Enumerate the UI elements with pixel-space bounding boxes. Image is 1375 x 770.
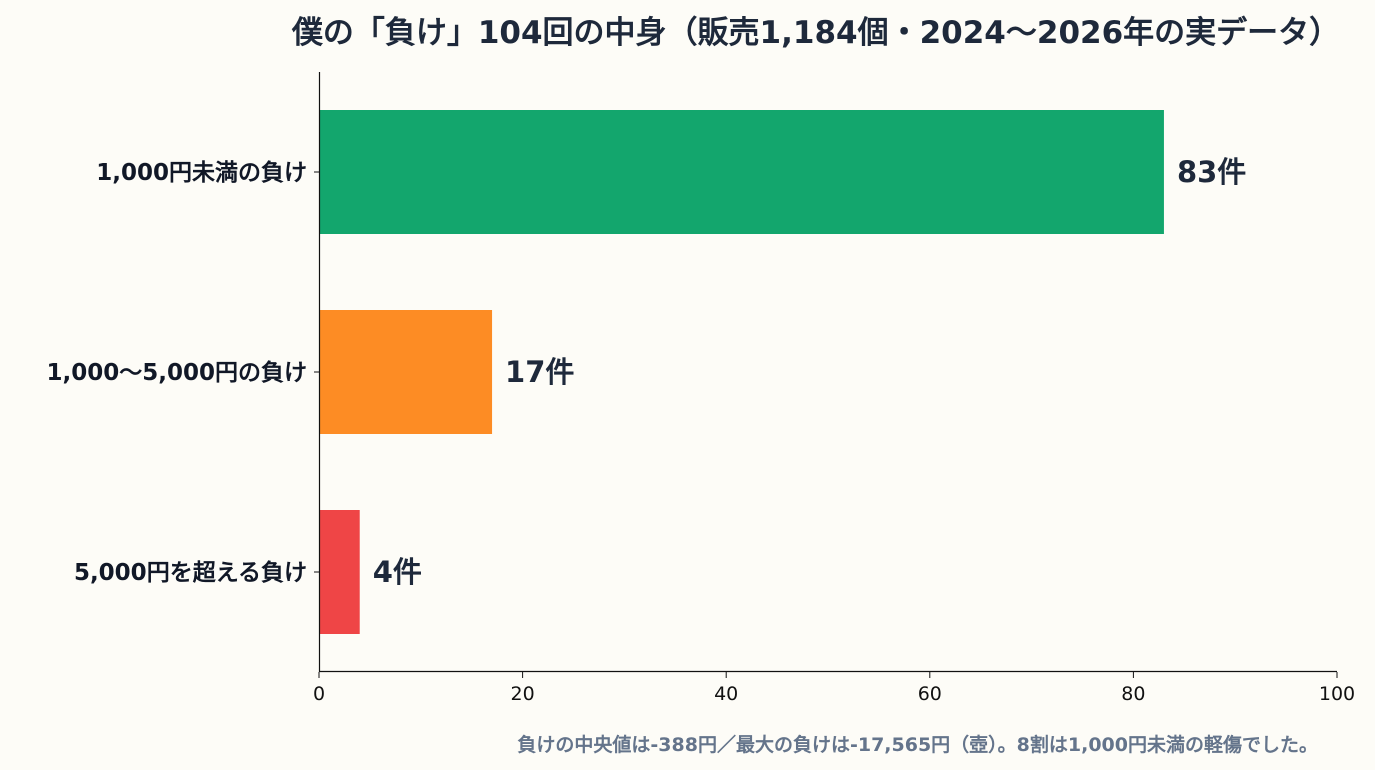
value-labels: 83件 17件 4件 <box>373 155 1247 589</box>
value-label: 17件 <box>505 355 574 389</box>
x-axis-ticks: 0 20 40 60 80 100 <box>313 672 1355 705</box>
bar-3 <box>319 510 360 634</box>
x-tick-label: 100 <box>1319 683 1355 705</box>
category-label: 5,000円を超える負け <box>74 559 307 586</box>
x-tick-label: 0 <box>313 683 325 705</box>
category-label: 1,000〜5,000円の負け <box>46 359 307 386</box>
bar-1 <box>319 110 1164 234</box>
bar-2 <box>319 310 493 434</box>
x-tick-label: 80 <box>1121 683 1145 705</box>
bars-group <box>319 110 1164 634</box>
value-label: 4件 <box>373 555 422 589</box>
value-label: 83件 <box>1177 155 1246 189</box>
category-label: 1,000円未満の負け <box>96 159 307 186</box>
x-tick-label: 60 <box>918 683 942 705</box>
chart-title: 僕の「負け」104回の中身（販売1,184個・2024〜2026年の実データ） <box>291 15 1340 51</box>
x-tick-label: 20 <box>511 683 535 705</box>
x-tick-label: 40 <box>714 683 738 705</box>
chart-footnote: 負けの中央値は-388円／最大の負けは-17,565円（壺）。8割は1,000円… <box>517 733 1318 756</box>
category-labels: 1,000円未満の負け 1,000〜5,000円の負け 5,000円を超える負け <box>46 159 319 586</box>
